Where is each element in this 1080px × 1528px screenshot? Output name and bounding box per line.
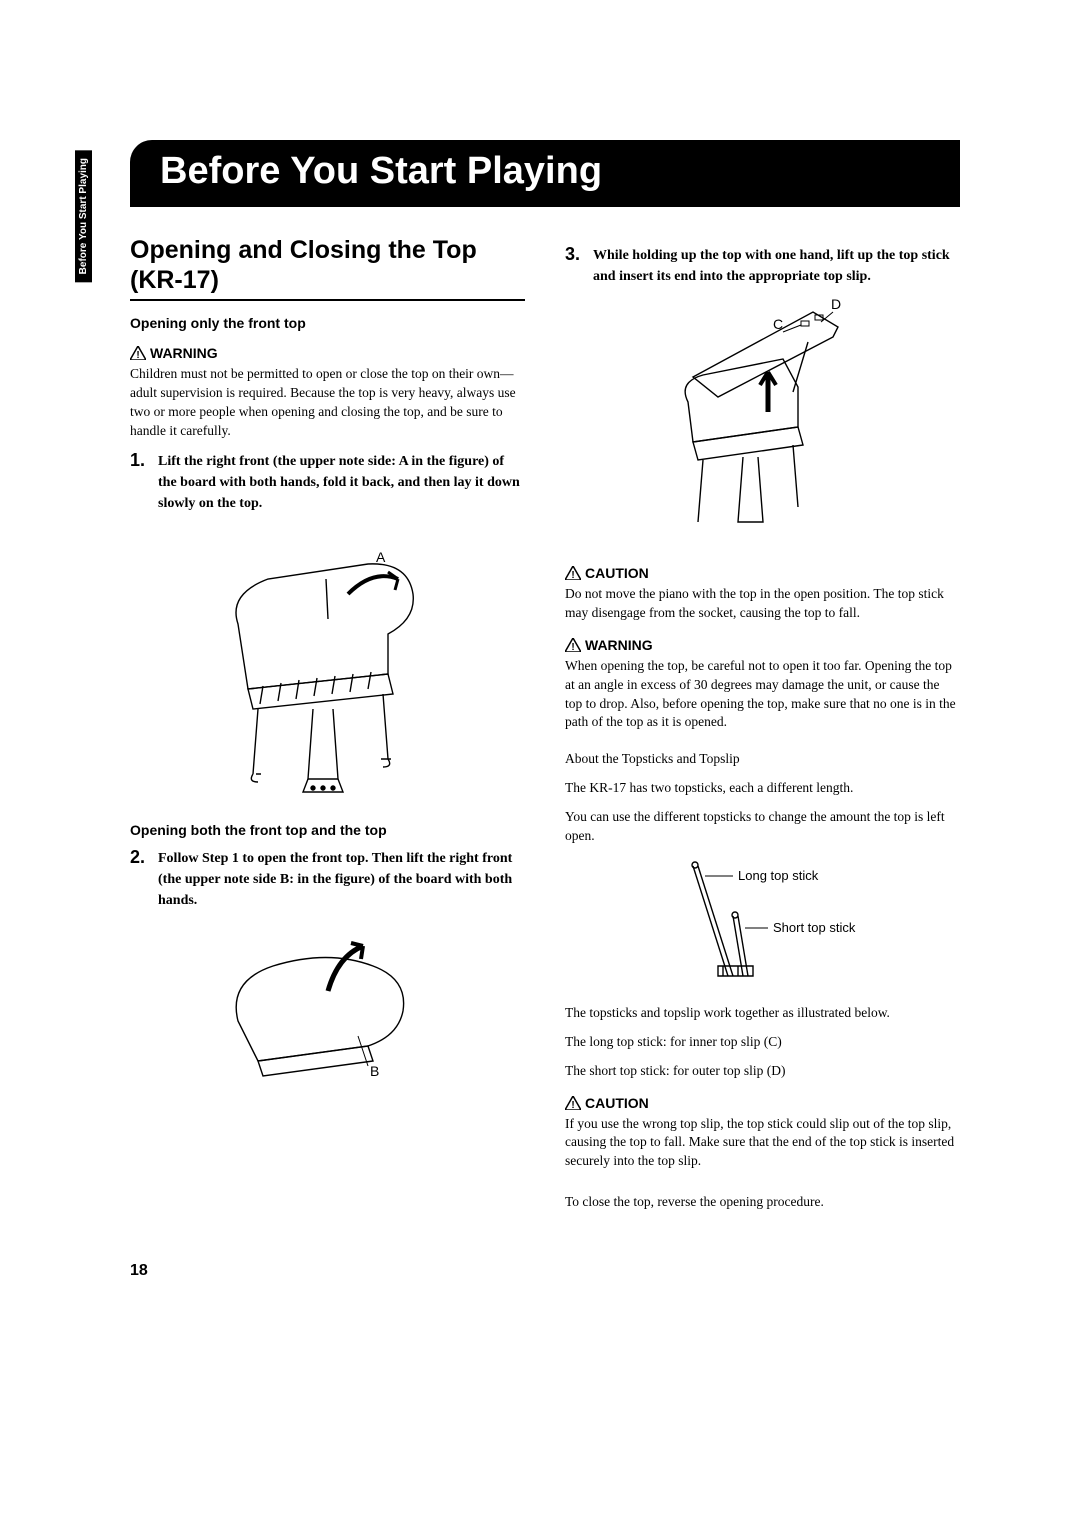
svg-text:!: !: [136, 350, 139, 360]
step-2: 2. Follow Step 1 to open the front top. …: [130, 848, 525, 911]
caution-body: If you use the wrong top slip, the top s…: [565, 1115, 960, 1172]
warning-label: ! WARNING: [565, 637, 960, 653]
caution-icon: !: [565, 566, 581, 580]
manual-page: Before You Start Playing Before You Star…: [0, 0, 1080, 1340]
caution-label: ! CAUTION: [565, 565, 960, 581]
warning-body: When opening the top, be careful not to …: [565, 657, 960, 733]
about-line: You can use the different topsticks to c…: [565, 808, 960, 846]
warning-label: ! WARNING: [130, 345, 525, 361]
step-number: 3.: [565, 245, 583, 263]
warning-text: WARNING: [150, 345, 218, 361]
svg-text:!: !: [571, 1100, 574, 1110]
caution-text: CAUTION: [585, 565, 649, 581]
figure-topsticks: Long top stick Short top stick: [565, 856, 960, 986]
warning-icon: !: [565, 638, 581, 652]
step-number: 2.: [130, 848, 148, 866]
warning-body: Children must not be permitted to open o…: [130, 365, 525, 441]
chapter-title: Before You Start Playing: [130, 140, 960, 207]
step-number: 1.: [130, 451, 148, 469]
caution-text: CAUTION: [585, 1095, 649, 1111]
page-number: 18: [130, 1262, 960, 1280]
svg-text:Long top stick: Long top stick: [738, 868, 819, 883]
figure-piano-open: C D: [565, 297, 960, 547]
svg-text:B: B: [370, 1063, 379, 1079]
left-column: Opening and Closing the Top (KR-17) Open…: [130, 235, 525, 1222]
side-tab: Before You Start Playing: [75, 150, 92, 282]
about-heading: About the Topsticks and Topslip: [565, 750, 960, 769]
svg-text:!: !: [571, 642, 574, 652]
subheading-opening-front: Opening only the front top: [130, 315, 525, 331]
subheading-opening-both: Opening both the front top and the top: [130, 822, 525, 838]
caution-label: ! CAUTION: [565, 1095, 960, 1111]
svg-text:Short top stick: Short top stick: [773, 920, 856, 935]
about-line: The KR-17 has two topsticks, each a diff…: [565, 779, 960, 798]
right-column: 3. While holding up the top with one han…: [565, 235, 960, 1222]
short-stick-line: The short top stick: for outer top slip …: [565, 1062, 960, 1081]
step-3: 3. While holding up the top with one han…: [565, 245, 960, 287]
warning-icon: !: [130, 346, 146, 360]
section-heading: Opening and Closing the Top (KR-17): [130, 235, 525, 301]
figure-piano-a: A: [130, 524, 525, 804]
two-column-layout: Opening and Closing the Top (KR-17) Open…: [130, 235, 960, 1222]
svg-text:D: D: [831, 297, 841, 312]
svg-text:!: !: [571, 570, 574, 580]
step-text: Follow Step 1 to open the front top. The…: [158, 848, 525, 911]
warning-text: WARNING: [585, 637, 653, 653]
close-instruction: To close the top, reverse the opening pr…: [565, 1193, 960, 1212]
caution-icon: !: [565, 1096, 581, 1110]
step-1: 1. Lift the right front (the upper note …: [130, 451, 525, 514]
figure-piano-b: B: [130, 921, 525, 1091]
caution-body: Do not move the piano with the top in th…: [565, 585, 960, 623]
work-line: The topsticks and topslip work together …: [565, 1004, 960, 1023]
svg-text:C: C: [773, 316, 783, 332]
step-text: Lift the right front (the upper note sid…: [158, 451, 525, 514]
svg-text:A: A: [376, 549, 386, 565]
long-stick-line: The long top stick: for inner top slip (…: [565, 1033, 960, 1052]
step-text: While holding up the top with one hand, …: [593, 245, 960, 287]
